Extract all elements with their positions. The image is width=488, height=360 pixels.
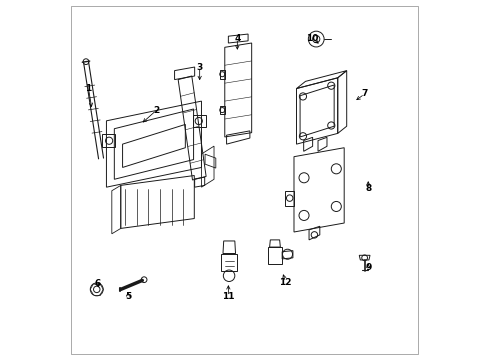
Text: 4: 4: [234, 34, 240, 43]
Text: 1: 1: [85, 84, 91, 93]
Text: 10: 10: [306, 34, 318, 43]
Text: 8: 8: [365, 184, 370, 193]
Text: 9: 9: [364, 264, 371, 273]
Text: 5: 5: [124, 292, 131, 301]
Text: 6: 6: [94, 279, 101, 288]
Text: 11: 11: [222, 292, 234, 301]
Text: 12: 12: [279, 278, 291, 287]
Text: 2: 2: [153, 105, 160, 114]
Text: 3: 3: [196, 63, 203, 72]
Text: 7: 7: [361, 89, 367, 98]
